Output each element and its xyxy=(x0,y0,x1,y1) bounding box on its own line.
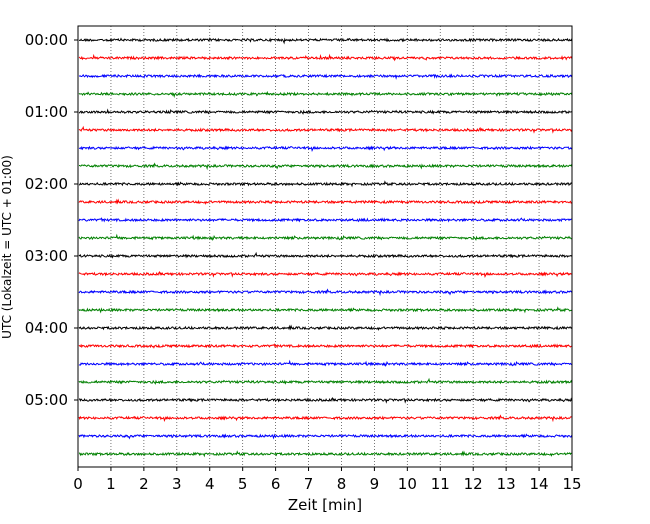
x-tick-label: 7 xyxy=(304,475,314,493)
trace-0445 xyxy=(78,377,573,385)
x-axis-label: Zeit [min] xyxy=(288,496,362,514)
y-tick-label: 02:00 xyxy=(25,175,68,193)
y-tick-label: 05:00 xyxy=(25,391,68,409)
trace-0145 xyxy=(79,162,573,171)
x-tick-label: 10 xyxy=(398,475,417,493)
x-tick-label: 5 xyxy=(238,475,248,493)
trace-0515 xyxy=(78,414,572,423)
x-tick-label: 14 xyxy=(530,475,549,493)
trace-0115 xyxy=(78,125,573,134)
x-tick-label: 1 xyxy=(106,475,116,493)
y-tick-label: 01:00 xyxy=(25,103,68,121)
x-tick-label: 0 xyxy=(73,475,83,493)
y-tick-label: 00:00 xyxy=(25,31,68,49)
y-axis-label: UTC (Lokalzeit = UTC + 01:00) xyxy=(0,155,14,339)
x-tick-label: 2 xyxy=(139,475,149,493)
x-tick-label: 9 xyxy=(370,475,380,493)
trace-0100 xyxy=(78,108,572,115)
x-tick-label: 11 xyxy=(431,475,450,493)
trace-0030 xyxy=(78,73,573,80)
x-tick-label: 3 xyxy=(172,475,182,493)
trace-0330 xyxy=(78,288,573,297)
trace-0000 xyxy=(78,37,573,45)
trace-0430 xyxy=(78,359,573,367)
x-tick-label: 4 xyxy=(205,475,215,493)
trace-0300 xyxy=(78,251,573,259)
x-tick-label: 15 xyxy=(562,475,581,493)
trace-0415 xyxy=(78,343,572,349)
trace-0315 xyxy=(78,271,573,279)
trace-0130 xyxy=(78,145,573,153)
x-tick-label: 13 xyxy=(497,475,516,493)
trace-0200 xyxy=(78,180,573,188)
plot-frame xyxy=(77,25,573,468)
trace-0345 xyxy=(78,306,573,314)
trace-0500 xyxy=(78,397,573,404)
trace-0015 xyxy=(78,53,573,62)
trace-0400 xyxy=(78,324,573,331)
trace-0045 xyxy=(78,90,573,99)
x-tick-label: 12 xyxy=(464,475,483,493)
y-tick-label: 04:00 xyxy=(25,319,68,337)
trace-0215 xyxy=(78,198,573,205)
trace-0545 xyxy=(78,450,572,458)
trace-0245 xyxy=(78,233,572,241)
x-tick-label: 6 xyxy=(271,475,281,493)
x-tick-label: 8 xyxy=(337,475,347,493)
y-tick-label: 03:00 xyxy=(25,247,68,265)
trace-0230 xyxy=(78,217,572,223)
trace-0530 xyxy=(78,433,573,440)
